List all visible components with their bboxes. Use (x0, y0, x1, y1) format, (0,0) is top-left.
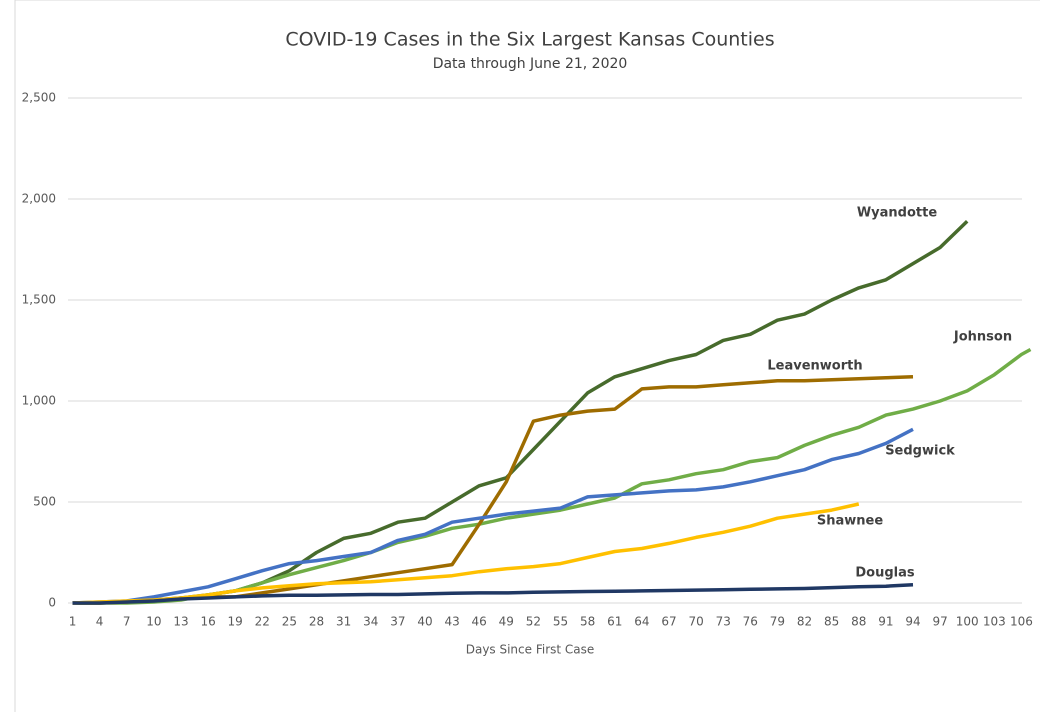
x-tick-label: 52 (526, 615, 541, 629)
chart-subtitle: Data through June 21, 2020 (433, 56, 628, 72)
y-tick-label: 2,000 (22, 192, 56, 206)
x-tick-label: 43 (444, 615, 459, 629)
x-tick-label: 79 (770, 615, 785, 629)
x-tick-label: 22 (255, 615, 270, 629)
series-label: Shawnee (817, 514, 883, 529)
x-tick-label: 1 (69, 615, 77, 629)
x-tick-label: 94 (905, 615, 920, 629)
series-label: Wyandotte (857, 206, 938, 221)
y-tick-label: 1,000 (22, 394, 56, 408)
x-tick-label: 76 (743, 615, 758, 629)
x-tick-label: 13 (173, 615, 188, 629)
x-tick-label: 34 (363, 615, 378, 629)
x-tick-label: 49 (499, 615, 514, 629)
x-tick-label: 7 (123, 615, 131, 629)
x-tick-label: 64 (634, 615, 649, 629)
y-tick-label: 0 (48, 596, 56, 610)
x-tick-label: 61 (607, 615, 622, 629)
x-tick-label: 19 (228, 615, 243, 629)
x-tick-label: 103 (983, 615, 1006, 629)
y-tick-label: 500 (33, 495, 56, 509)
y-tick-label: 2,500 (22, 91, 56, 105)
series-label: Johnson (953, 330, 1012, 345)
x-tick-label: 67 (661, 615, 676, 629)
x-tick-label: 73 (716, 615, 731, 629)
x-tick-label: 97 (932, 615, 947, 629)
x-tick-label: 28 (309, 615, 324, 629)
x-tick-label: 100 (956, 615, 979, 629)
x-tick-label: 82 (797, 615, 812, 629)
series-label: Sedgwick (885, 444, 955, 459)
x-tick-label: 106 (1010, 615, 1033, 629)
series-label: Douglas (855, 566, 915, 581)
x-tick-label: 10 (146, 615, 161, 629)
x-tick-label: 25 (282, 615, 297, 629)
x-tick-label: 46 (472, 615, 487, 629)
series-line (72, 427, 914, 605)
x-tick-label: 91 (878, 615, 893, 629)
x-tick-label: 55 (553, 615, 568, 629)
chart-title: COVID-19 Cases in the Six Largest Kansas… (285, 29, 774, 51)
y-tick-label: 1,500 (22, 293, 56, 307)
x-tick-label: 88 (851, 615, 866, 629)
x-tick-label: 16 (200, 615, 215, 629)
x-tick-label: 70 (688, 615, 703, 629)
x-tick-label: 37 (390, 615, 405, 629)
x-tick-label: 4 (96, 615, 104, 629)
chart-frame (14, 0, 1040, 712)
series-line (72, 583, 914, 605)
x-tick-label: 85 (824, 615, 839, 629)
x-tick-label: 40 (417, 615, 432, 629)
series-label: Leavenworth (767, 359, 862, 374)
series-line (72, 219, 969, 605)
x-tick-label: 58 (580, 615, 595, 629)
x-tick-label: 31 (336, 615, 351, 629)
x-axis-label: Days Since First Case (466, 643, 595, 657)
series-line (72, 502, 860, 605)
